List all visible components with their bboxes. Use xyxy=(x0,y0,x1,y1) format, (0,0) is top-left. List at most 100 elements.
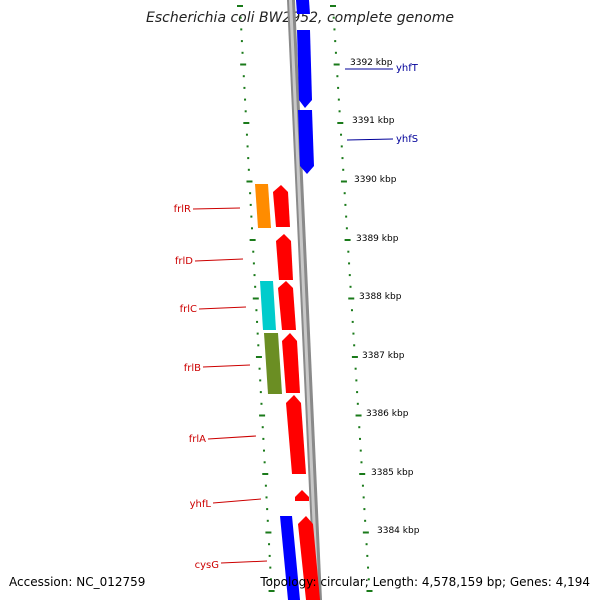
gene-label-frlA[interactable]: frlA xyxy=(189,434,206,445)
scale-tick xyxy=(242,75,245,78)
scale-tick xyxy=(336,75,339,78)
gene-label-frlR[interactable]: frlR xyxy=(174,204,191,215)
scale-tick xyxy=(247,168,250,171)
scale-tick xyxy=(367,578,370,581)
scale-tick xyxy=(337,86,340,89)
gene-leader-frlD xyxy=(194,258,244,262)
gene-leader-frlB xyxy=(202,364,251,368)
scale-tick xyxy=(249,192,252,195)
scale-tick xyxy=(252,297,259,300)
scale-tick xyxy=(359,437,362,440)
scale-tick xyxy=(255,356,262,358)
scale-tick xyxy=(268,590,275,592)
gene-label-yhfL[interactable]: yhfL xyxy=(190,499,212,510)
scale-tick xyxy=(266,508,269,511)
gene-features xyxy=(255,0,320,600)
scale-tick xyxy=(351,320,354,323)
scale-tick xyxy=(343,192,346,195)
gene-feature-frlC xyxy=(278,281,296,330)
scale-tick xyxy=(243,122,250,124)
scale-tick xyxy=(338,110,341,113)
scale-tick xyxy=(333,28,336,31)
scale-tick xyxy=(340,145,343,148)
scale-tick xyxy=(265,531,272,534)
scale-tick xyxy=(354,367,357,370)
scale-tick xyxy=(269,578,272,581)
scale-tick xyxy=(252,250,255,253)
scale-tick xyxy=(347,250,350,253)
scale-tick xyxy=(257,344,260,347)
gene-label-frlB[interactable]: frlB xyxy=(184,363,201,374)
gene-label-yhfS[interactable]: yhfS xyxy=(396,134,418,145)
gene-leader-frlR xyxy=(192,207,241,210)
gene-feature-yhfL xyxy=(295,490,309,501)
gene-feature-frlB-reg xyxy=(264,333,282,394)
gene-label-yhfT[interactable]: yhfT xyxy=(396,63,419,74)
backbone-highlight xyxy=(289,0,319,600)
gene-feature-frlR-reg xyxy=(255,184,271,228)
scale-tick xyxy=(260,402,263,405)
gene-label-frlD[interactable]: frlD xyxy=(175,256,193,267)
gene-leader-yhfS xyxy=(346,138,394,141)
scale-tick xyxy=(349,285,352,288)
scale-tick xyxy=(348,297,355,300)
scale-tick xyxy=(360,461,363,464)
scale-tick xyxy=(365,543,368,546)
scale-label: 3385 kbp xyxy=(371,468,414,478)
scale-tick xyxy=(245,133,248,136)
scale-tick xyxy=(252,262,255,265)
gene-feature-top-blue xyxy=(296,0,310,14)
scale-tick xyxy=(340,133,343,136)
gene-label-cysG[interactable]: cysG xyxy=(195,560,219,571)
scale-tick xyxy=(367,566,370,569)
scale-tick xyxy=(330,5,336,7)
gene-leader-frlC xyxy=(198,306,247,310)
scale-tick xyxy=(244,110,247,113)
gene-feature-frlA xyxy=(286,395,306,474)
gene-feature-frlB xyxy=(282,333,300,393)
scale-tick xyxy=(266,519,269,522)
scale-tick xyxy=(366,590,373,592)
scale-tick xyxy=(366,554,369,557)
scale-tick xyxy=(345,215,348,218)
scale-tick xyxy=(240,63,247,66)
topology-text: Topology: circular; Length: 4,578,159 bp… xyxy=(260,575,590,589)
scale-tick xyxy=(359,449,362,452)
gene-label-frlC[interactable]: frlC xyxy=(180,304,197,315)
scale-tick xyxy=(237,5,243,7)
scale-tick xyxy=(241,51,244,54)
scale-label: 3387 kbp xyxy=(362,351,405,361)
scale-tick xyxy=(362,531,369,534)
scale-tick xyxy=(334,51,337,54)
scale-label: 3388 kbp xyxy=(359,292,402,302)
gene-labels: yhfT yhfS frlR frlD frlC frlB frlA yhfL cysG xyxy=(174,63,419,571)
scale-tick xyxy=(344,239,351,241)
scale-tick xyxy=(253,274,256,277)
scale-tick xyxy=(362,496,365,499)
scale-tick xyxy=(250,227,253,230)
gene-leader-frlA xyxy=(207,435,257,440)
gene-feature-frlC-reg xyxy=(260,281,276,330)
scale-label: 3389 kbp xyxy=(356,234,399,244)
scale-ticks xyxy=(237,5,373,592)
scale-tick xyxy=(359,473,366,475)
scale-tick xyxy=(256,332,259,335)
scale-tick xyxy=(350,309,353,312)
gene-feature-yhfS xyxy=(298,110,314,174)
scale-tick xyxy=(239,16,242,19)
scale-tick xyxy=(243,86,246,89)
gene-feature-frlD xyxy=(276,234,293,280)
scale-tick xyxy=(364,519,367,522)
scale-tick xyxy=(356,391,359,394)
gene-leader-yhfL xyxy=(212,498,262,504)
scale-tick xyxy=(258,367,261,370)
scale-tick xyxy=(351,356,358,358)
scale-tick xyxy=(337,98,340,101)
gene-leader-cysG xyxy=(220,560,268,564)
accession-text: Accession: NC_012759 xyxy=(9,575,146,589)
scale-tick xyxy=(262,449,265,452)
scale-tick xyxy=(255,309,258,312)
scale-tick xyxy=(264,484,267,487)
gene-feature-cysG-blue xyxy=(280,516,300,600)
